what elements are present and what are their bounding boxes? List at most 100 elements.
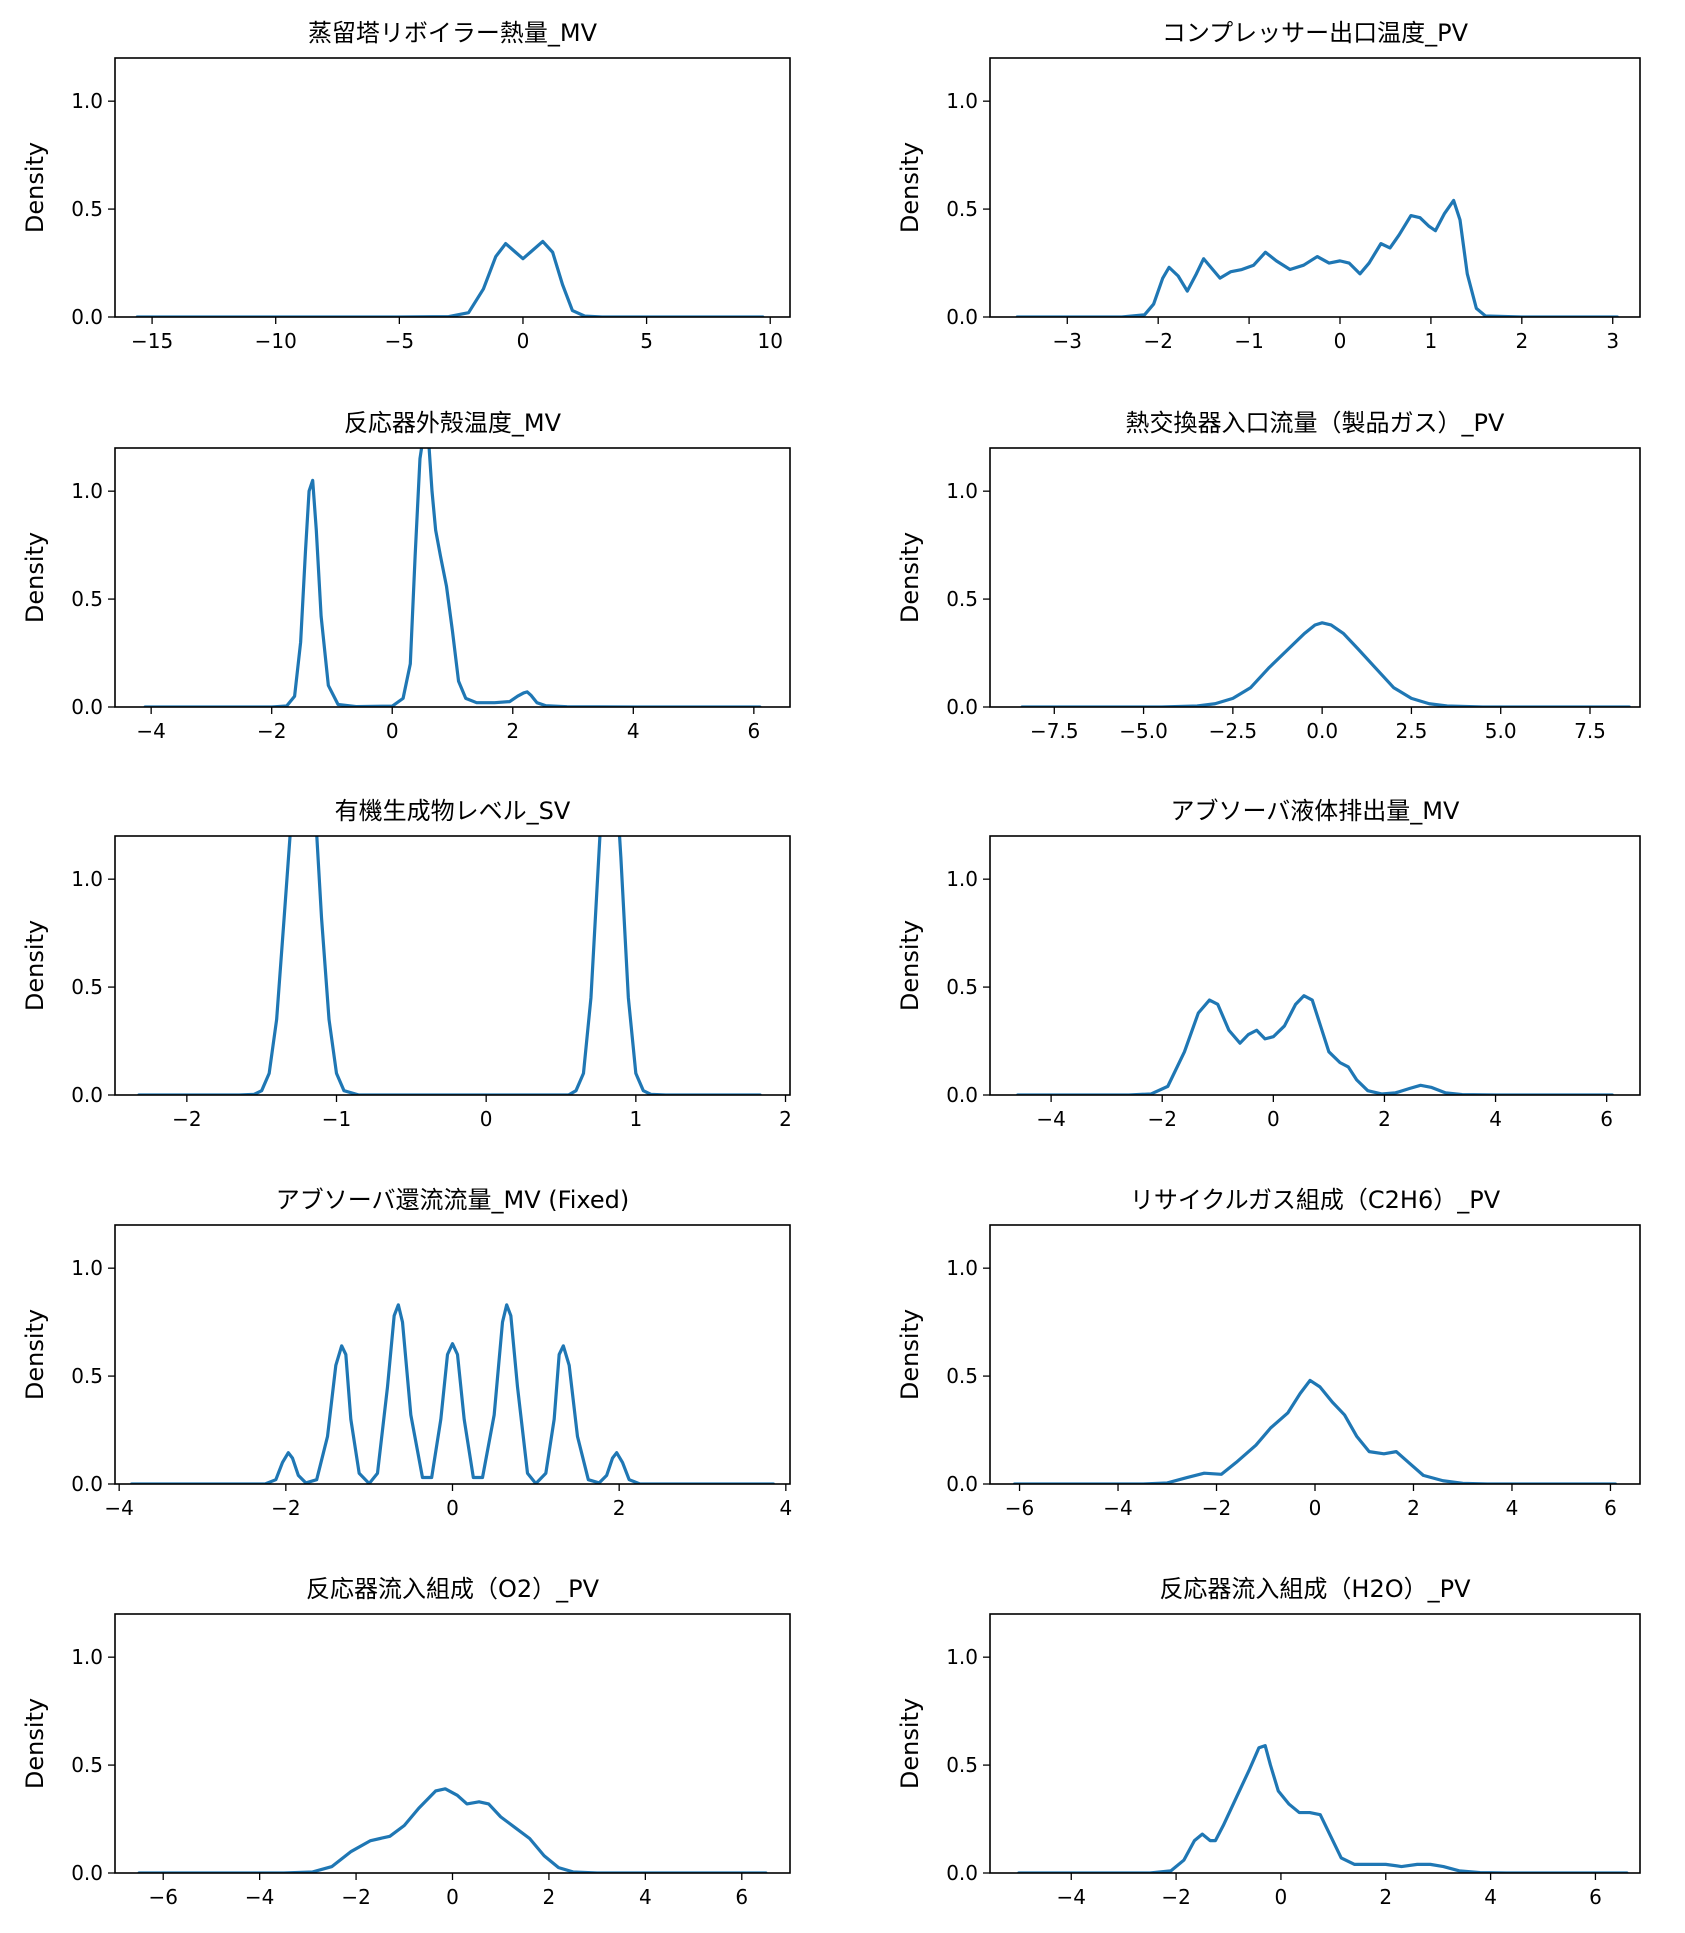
y-axis-label: Density: [21, 142, 49, 233]
chart-title: 反応器外殻温度_MV: [344, 409, 562, 437]
y-tick-label: 0.5: [71, 975, 103, 999]
plot-frame: [114, 1613, 791, 1874]
plot-frame: [114, 57, 791, 318]
y-tick-label: 1.0: [946, 867, 978, 891]
x-tick-label: 4: [627, 719, 640, 743]
y-axis-label: Density: [896, 142, 924, 233]
x-tick-label: 6: [1604, 1496, 1617, 1520]
y-tick-label: 1.0: [71, 1256, 103, 1280]
x-tick-label: 2: [543, 1885, 556, 1909]
y-tick-label: 0.0: [946, 1861, 978, 1885]
x-tick-label: −6: [1005, 1496, 1034, 1520]
y-tick-label: 1.0: [946, 1256, 978, 1280]
x-tick-label: −2: [271, 1496, 300, 1520]
density-line: [1016, 994, 1614, 1095]
x-tick-label: 0.0: [1306, 719, 1338, 743]
y-tick-label: 0.0: [71, 1861, 103, 1885]
x-tick-label: −6: [148, 1885, 177, 1909]
x-tick-label: 2: [506, 719, 519, 743]
x-tick-label: −1: [322, 1107, 351, 1131]
y-tick-label: 0.5: [71, 587, 103, 611]
y-tick-label: 1.0: [71, 479, 103, 503]
density-line: [143, 448, 762, 707]
kde-chart-3: −4 −2 0 2 4 6 0.0 0.5 1.0 反応器外殻温度_MV Density: [21, 409, 791, 743]
x-tick-label: 1: [1425, 329, 1438, 353]
y-axis-label: Density: [21, 1698, 49, 1789]
x-tick-label: 3: [1606, 329, 1619, 353]
plot-frame: [114, 835, 791, 1096]
x-tick-label: −5: [385, 329, 414, 353]
y-axis-label: Density: [21, 532, 49, 623]
plot-frame: [989, 447, 1641, 708]
x-tick-label: −4: [1036, 1107, 1065, 1131]
chart-title: リサイクルガス組成（C2H6）_PV: [1130, 1186, 1501, 1214]
x-tick-label: 1: [629, 1107, 642, 1131]
x-tick-label: −2: [1202, 1496, 1231, 1520]
y-tick-label: 0.0: [946, 695, 978, 719]
kde-chart-1: −15 −10 −5 0 5 10 0.0 0.5 1.0 蒸留塔リボイラー熱量_MV Densit…: [21, 19, 791, 353]
x-tick-label: 4: [1484, 1885, 1497, 1909]
x-tick-label: 2: [1515, 329, 1528, 353]
y-tick-label: 1.0: [946, 89, 978, 113]
kde-chart-2: −3 −2 −1 0 1 2 3 0.0 0.5 1.0 コンプレッサー出口温度_PV Density: [896, 19, 1641, 353]
y-tick-label: 0.0: [946, 1472, 978, 1496]
y-tick-label: 0.0: [946, 305, 978, 329]
x-tick-label: −2.5: [1209, 719, 1258, 743]
x-tick-label: −2: [1161, 1885, 1190, 1909]
x-tick-label: 2: [1379, 1885, 1392, 1909]
density-line: [135, 239, 765, 317]
plot-frame: [989, 1224, 1641, 1485]
plot-frame: [989, 835, 1641, 1096]
x-tick-label: 7.5: [1574, 719, 1606, 743]
x-tick-label: 6: [1600, 1107, 1613, 1131]
plot-frame: [989, 57, 1641, 318]
x-tick-label: −2: [257, 719, 286, 743]
kde-chart-8: −6 −4 −2 0 2 4 6 0.0 0.5 1.0 リサイクルガス組成（C2H6）_PV Den…: [896, 1186, 1641, 1520]
y-tick-label: 0.0: [71, 1083, 103, 1107]
x-tick-label: 6: [735, 1885, 748, 1909]
kde-chart-4: −7.5 −5.0 −2.5 0.0 2.5 5.0 7.5 0.0 0.5 1.0 熱交換器入口流…: [896, 409, 1641, 743]
y-axis-label: Density: [896, 532, 924, 623]
x-tick-label: 0: [480, 1107, 493, 1131]
y-tick-label: 1.0: [71, 89, 103, 113]
y-tick-label: 0.5: [946, 197, 978, 221]
x-tick-label: 0: [1275, 1885, 1288, 1909]
y-tick-label: 0.5: [71, 1753, 103, 1777]
x-tick-label: 0: [386, 719, 399, 743]
y-tick-label: 0.5: [946, 975, 978, 999]
x-tick-label: −2: [341, 1885, 370, 1909]
y-tick-label: 0.0: [71, 1472, 103, 1496]
x-tick-label: 2: [613, 1496, 626, 1520]
plot-frame: [114, 447, 791, 708]
x-tick-label: −1: [1234, 329, 1263, 353]
kde-chart-10: −4 −2 0 2 4 6 0.0 0.5 1.0 反応器流入組成（H2O）_PV Density: [896, 1575, 1641, 1909]
y-tick-label: 0.0: [946, 1083, 978, 1107]
y-tick-label: 0.5: [946, 1364, 978, 1388]
density-line: [130, 1303, 775, 1484]
y-tick-label: 1.0: [71, 1645, 103, 1669]
x-tick-label: 4: [779, 1496, 792, 1520]
x-tick-label: 10: [757, 329, 782, 353]
chart-title: 反応器流入組成（O2）_PV: [306, 1575, 600, 1603]
x-tick-label: 2: [1378, 1107, 1391, 1131]
x-tick-label: 2: [779, 1107, 792, 1131]
plot-frame: [114, 1224, 791, 1485]
y-tick-label: 0.0: [71, 305, 103, 329]
x-tick-label: 0: [1309, 1496, 1322, 1520]
x-tick-label: −7.5: [1030, 719, 1079, 743]
density-line: [137, 836, 762, 1095]
x-tick-label: −2: [1143, 329, 1172, 353]
x-tick-label: 4: [639, 1885, 652, 1909]
x-tick-label: −15: [131, 329, 173, 353]
x-tick-label: 0: [446, 1885, 459, 1909]
x-tick-label: 0: [446, 1496, 459, 1520]
chart-title: コンプレッサー出口温度_PV: [1162, 19, 1469, 47]
x-tick-label: −2: [1147, 1107, 1176, 1131]
chart-title: 反応器流入組成（H2O）_PV: [1159, 1575, 1471, 1603]
x-tick-label: 0: [517, 329, 530, 353]
x-tick-label: −4: [136, 719, 165, 743]
chart-title: アブソーバ還流流量_MV (Fixed): [276, 1186, 629, 1214]
x-tick-label: −4: [245, 1885, 274, 1909]
x-tick-label: −5.0: [1119, 719, 1168, 743]
